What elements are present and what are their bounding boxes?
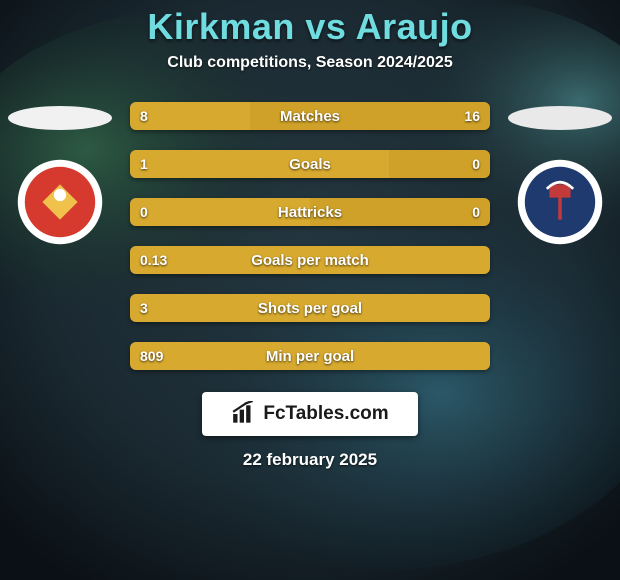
footer: FcTables.com 22 february 2025 [202, 392, 418, 470]
main-row: 816Matches 10Goals 00Hattricks 0.13Goals pe… [0, 102, 620, 370]
left-oval [8, 106, 112, 130]
left-team-column [8, 102, 112, 246]
brand-badge: FcTables.com [202, 392, 418, 436]
stat-row: 0.13Goals per match [130, 246, 490, 274]
stat-label: Hattricks [130, 198, 490, 226]
stat-row: 10Goals [130, 150, 490, 178]
right-oval [508, 106, 612, 130]
left-crest-icon [16, 158, 104, 246]
page-title: Kirkman vs Araujo [147, 6, 472, 48]
stat-label: Shots per goal [130, 294, 490, 322]
stat-row: 3Shots per goal [130, 294, 490, 322]
right-crest-icon [516, 158, 604, 246]
brand-chart-icon [231, 401, 257, 427]
right-team-column [508, 102, 612, 246]
left-crest-ball [54, 189, 66, 201]
stat-row: 816Matches [130, 102, 490, 130]
stat-label: Goals [130, 150, 490, 178]
page-subtitle: Club competitions, Season 2024/2025 [167, 54, 452, 72]
stat-row: 00Hattricks [130, 198, 490, 226]
stat-label: Min per goal [130, 342, 490, 370]
stats-container: 816Matches 10Goals 00Hattricks 0.13Goals pe… [130, 102, 490, 370]
stat-row: 809Min per goal [130, 342, 490, 370]
stat-label: Matches [130, 102, 490, 130]
stat-label: Goals per match [130, 246, 490, 274]
date-text: 22 february 2025 [243, 450, 377, 470]
brand-text: FcTables.com [263, 403, 388, 425]
